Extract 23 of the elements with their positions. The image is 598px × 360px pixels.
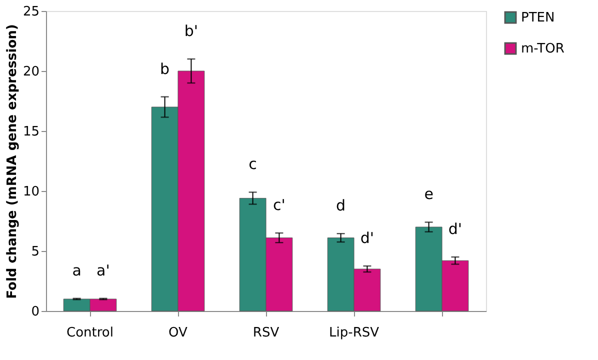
x-tick-label: Lip-RSV (329, 326, 380, 340)
data-label: c (248, 155, 257, 174)
x-tick-label: OV (168, 326, 188, 340)
y-axis-title: Fold change (mRNA gene expression) (4, 24, 20, 299)
y-tick-label: 15 (22, 124, 40, 140)
y-tick-label: 5 (31, 244, 40, 260)
x-tick-label: RSV (252, 326, 280, 340)
data-label: c' (273, 196, 286, 214)
data-label: d (336, 196, 346, 215)
data-label: b (160, 60, 170, 78)
legend-label: m-TOR (521, 42, 564, 56)
data-label: a (72, 261, 82, 280)
y-tick-label: 10 (22, 184, 40, 200)
data-label: a' (96, 261, 110, 280)
y-tick-label: 0 (31, 304, 40, 320)
data-label: b' (184, 22, 198, 40)
legend-label: PTEN (521, 10, 555, 26)
y-tick-label: 20 (22, 64, 40, 80)
x-tick-label: Control (66, 326, 114, 340)
y-tick-label: 25 (22, 4, 40, 20)
data-label: e (424, 185, 434, 204)
data-label: d' (360, 229, 374, 247)
data-label: d' (448, 220, 462, 238)
